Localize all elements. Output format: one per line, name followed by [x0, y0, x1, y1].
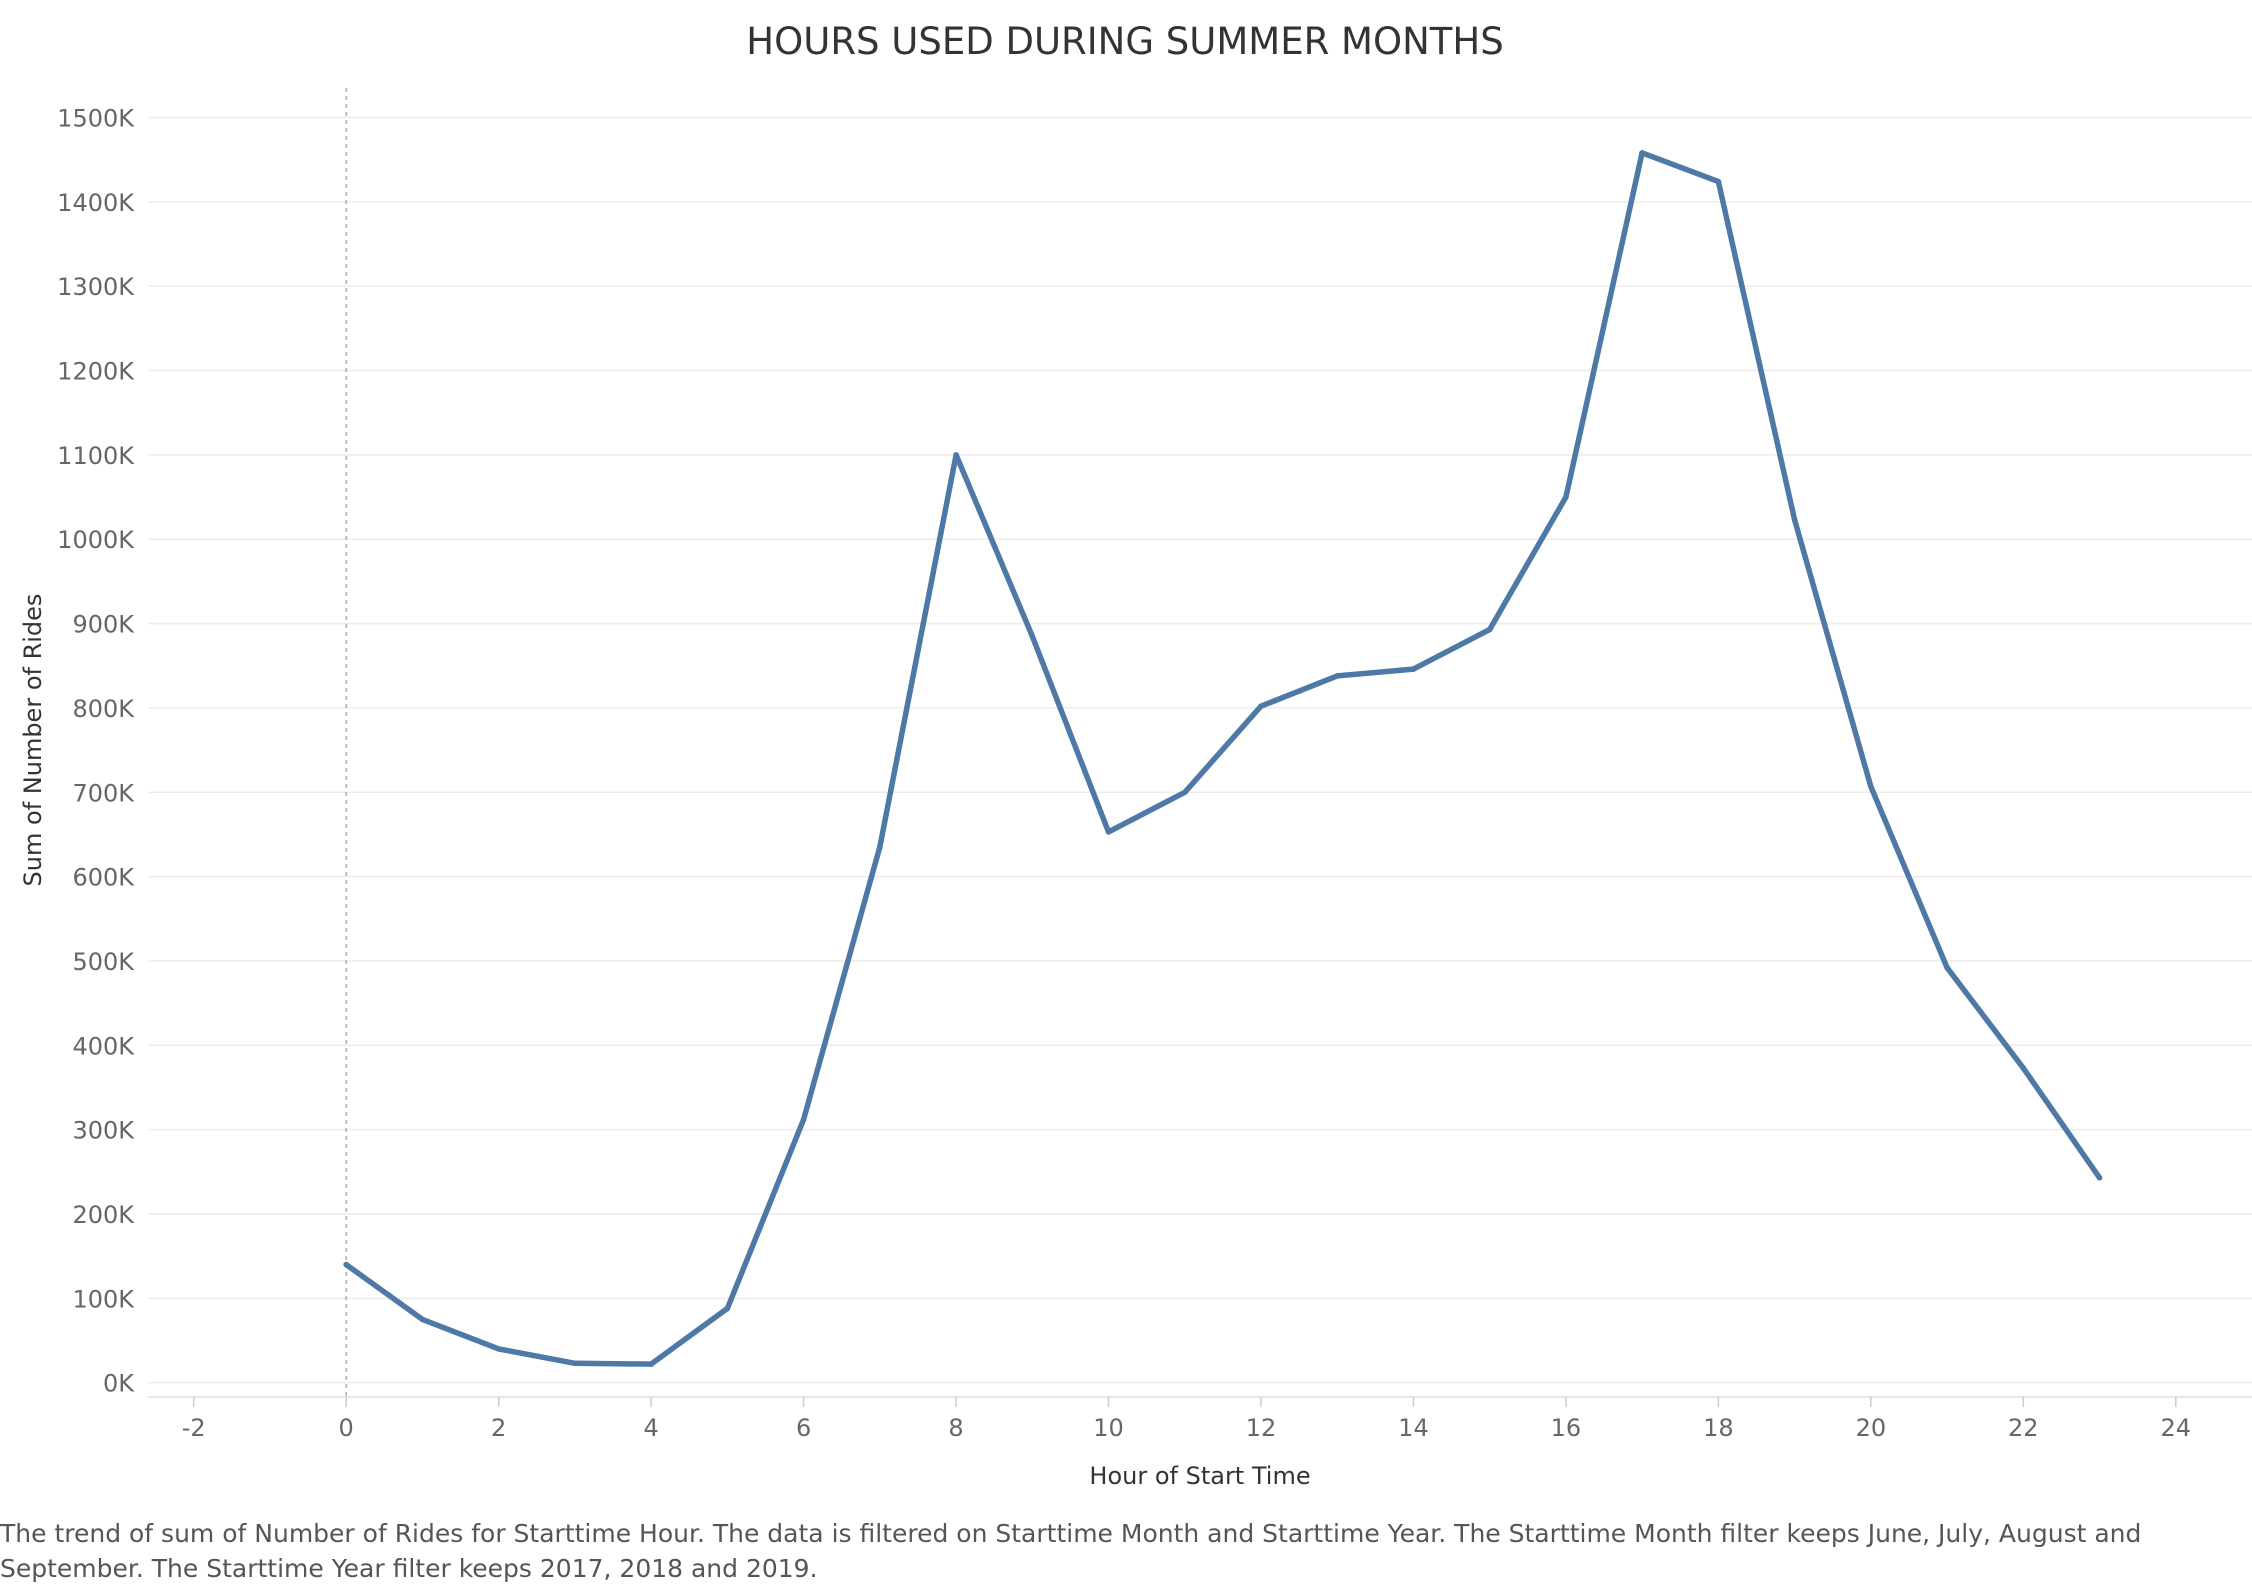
y-tick-label: 100K [72, 1285, 135, 1313]
x-tick-label: 24 [2160, 1414, 2191, 1442]
y-tick-label: 500K [72, 948, 135, 976]
y-tick-label: 1500K [57, 105, 135, 133]
data-point [1029, 633, 1036, 639]
data-point [1639, 150, 1645, 156]
data-point [343, 1261, 350, 1268]
y-tick-label: 1200K [57, 358, 135, 386]
y-tick-label: 1300K [57, 273, 135, 301]
data-point [1563, 494, 1569, 500]
data-point [2096, 1174, 2103, 1181]
data-point [2020, 1065, 2027, 1071]
y-tick-label: 300K [72, 1117, 135, 1145]
y-tick-label: 1000K [57, 526, 135, 554]
data-point [572, 1360, 578, 1367]
data-point [1410, 666, 1417, 672]
x-tick-label: 16 [1551, 1414, 1582, 1442]
y-axis-ticks: 0K 100K 200K 300K 400K 500K 600K 700K 800K 900K 10… [57, 105, 135, 1398]
y-tick-label: 1100K [57, 442, 135, 470]
data-point [1182, 789, 1188, 796]
x-axis-ticks: -2 0 2 4 6 8 10 12 14 16 18 20 22 24 [148, 1396, 2252, 1442]
data-point [1486, 626, 1493, 633]
y-tick-label: 900K [72, 611, 135, 639]
x-tick-label: 22 [2008, 1414, 2039, 1442]
y-tick-label: 600K [72, 864, 135, 892]
data-point [648, 1361, 654, 1367]
data-point [1791, 517, 1798, 523]
x-tick-label: 10 [1093, 1414, 1124, 1442]
data-point [1105, 829, 1112, 835]
data-point [1868, 783, 1874, 790]
x-tick-label: 20 [1856, 1414, 1887, 1442]
data-point [495, 1346, 502, 1352]
data-point [877, 844, 883, 850]
chart-caption: The trend of sum of Number of Rides for … [0, 1519, 2142, 1583]
data-point [724, 1305, 731, 1312]
gridlines [148, 116, 2252, 1384]
y-tick-label: 400K [72, 1032, 135, 1060]
y-tick-label: 700K [72, 779, 135, 807]
x-tick-label: -2 [182, 1414, 206, 1442]
x-axis-label: Hour of Start Time [1089, 1462, 1310, 1490]
x-tick-label: 8 [948, 1414, 963, 1442]
y-tick-label: 800K [72, 695, 135, 723]
data-point [419, 1316, 426, 1323]
x-tick-label: 4 [643, 1414, 658, 1442]
data-point [800, 1116, 807, 1123]
x-tick-label: 14 [1398, 1414, 1429, 1442]
y-tick-label: 0K [103, 1370, 135, 1398]
x-tick-label: 12 [1246, 1414, 1277, 1442]
y-axis-label: Sum of Number of Rides [19, 594, 47, 887]
x-tick-label: 0 [339, 1414, 354, 1442]
x-tick-label: 6 [796, 1414, 811, 1442]
x-tick-label: 2 [491, 1414, 506, 1442]
data-point [1258, 703, 1264, 709]
y-tick-label: 1400K [57, 189, 135, 217]
data-point [1334, 673, 1340, 679]
data-point [1944, 964, 1950, 971]
y-tick-label: 200K [72, 1201, 135, 1229]
data-point [1715, 178, 1722, 185]
series-line [343, 150, 2103, 1367]
chart-title: HOURS USED DURING SUMMER MONTHS [746, 20, 1503, 63]
x-tick-label: 18 [1703, 1414, 1734, 1442]
data-point [953, 452, 959, 458]
series-layer [343, 150, 2103, 1367]
